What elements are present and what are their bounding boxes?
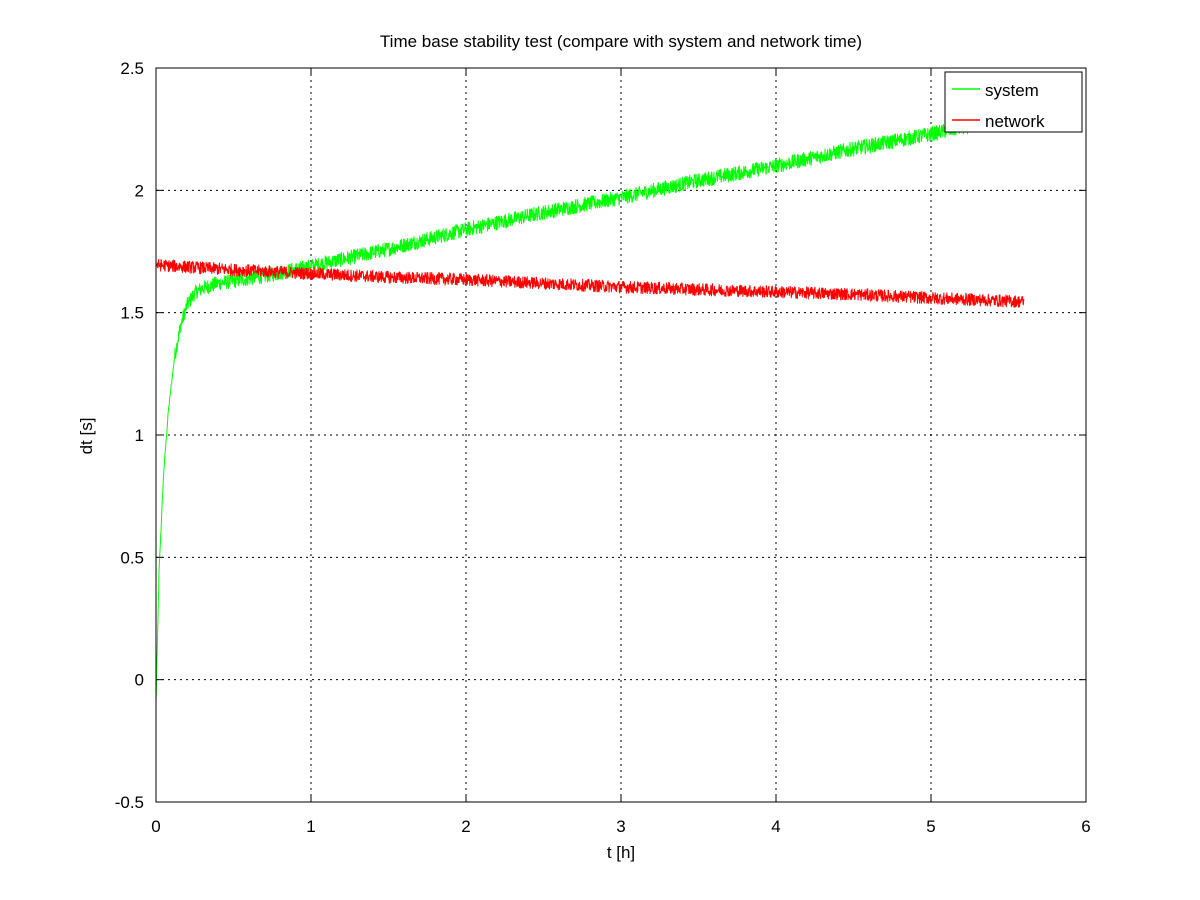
legend-label-system: system — [985, 81, 1039, 100]
series-layer — [156, 105, 1025, 704]
x-axis-label: t [h] — [607, 843, 635, 862]
y-tick-label: 1.5 — [120, 304, 144, 323]
x-tick-label: 2 — [461, 817, 470, 836]
y-tick-label: 0.5 — [120, 548, 144, 567]
x-tick-labels: 0 1 2 3 4 5 6 — [151, 817, 1090, 836]
chart-title: Time base stability test (compare with s… — [380, 32, 862, 51]
y-tick-label: 1 — [135, 426, 144, 445]
grid-lines — [156, 68, 1086, 802]
y-tick-label: -0.5 — [115, 793, 144, 812]
legend-box — [944, 71, 1083, 133]
axis-ticks — [155, 67, 1087, 803]
x-tick-label: 6 — [1081, 817, 1090, 836]
x-tick-label: 1 — [306, 817, 315, 836]
legend: system network — [944, 71, 1083, 133]
x-tick-label: 3 — [616, 817, 625, 836]
y-tick-labels: -0.5 0 0.5 1 1.5 2 2.5 — [115, 59, 144, 812]
series-line-network — [156, 258, 1025, 308]
y-axis-label: dt [s] — [77, 418, 96, 455]
series-line-system — [156, 105, 1025, 704]
legend-label-network: network — [985, 112, 1045, 131]
x-tick-label: 5 — [926, 817, 935, 836]
y-tick-label: 2 — [135, 181, 144, 200]
x-tick-label: 4 — [771, 817, 780, 836]
y-tick-label: 2.5 — [120, 59, 144, 78]
x-tick-label: 0 — [151, 817, 160, 836]
y-tick-label: 0 — [135, 671, 144, 690]
